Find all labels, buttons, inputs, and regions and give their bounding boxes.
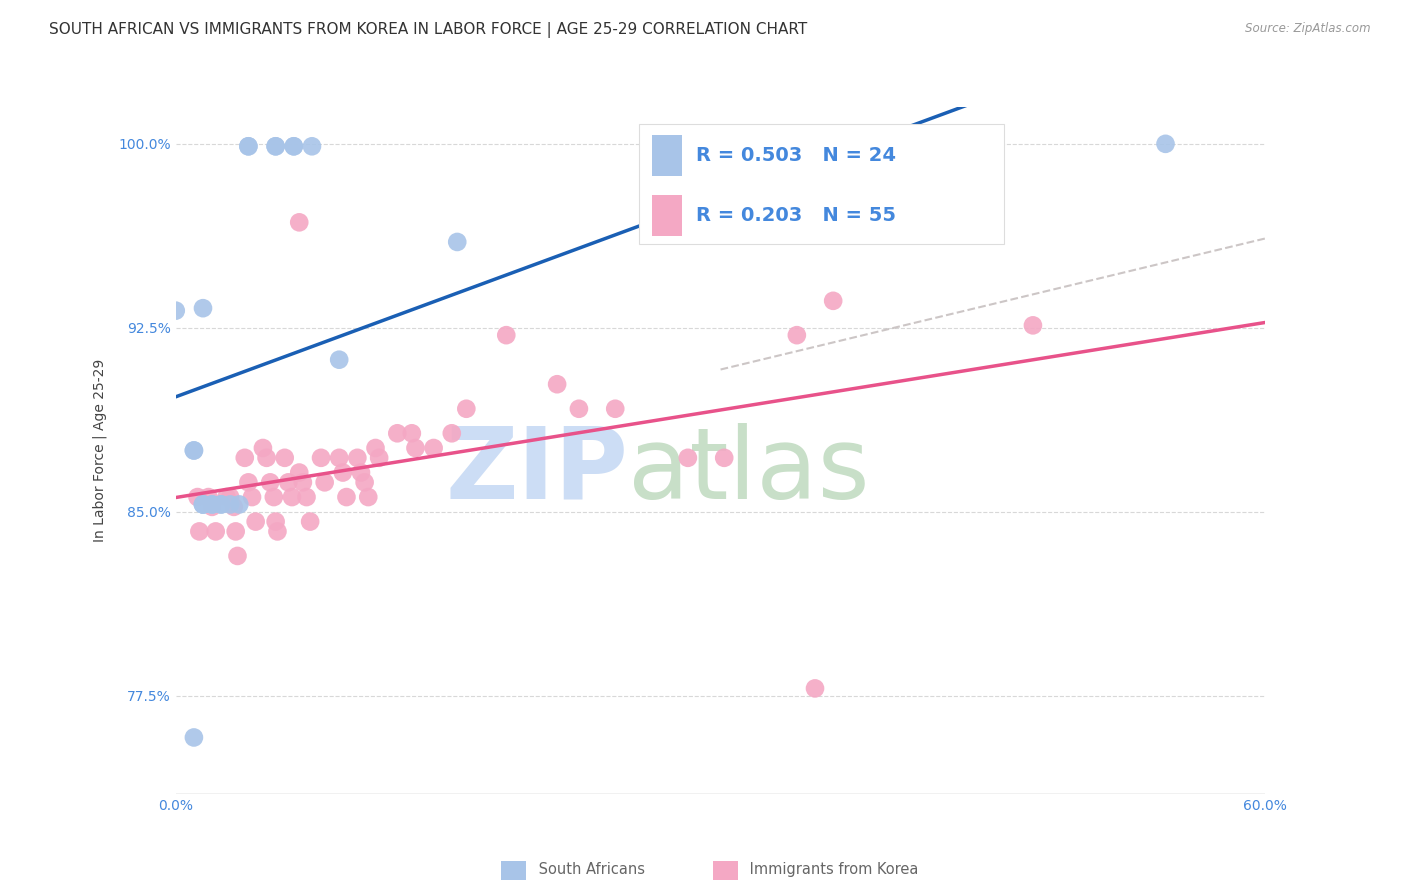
Point bbox=[188, 524, 211, 539]
Point bbox=[204, 524, 226, 539]
Point bbox=[197, 490, 219, 504]
Text: Source: ZipAtlas.com: Source: ZipAtlas.com bbox=[1246, 22, 1371, 36]
Point bbox=[676, 450, 699, 465]
Point bbox=[283, 139, 305, 153]
Point bbox=[256, 450, 278, 465]
Point bbox=[183, 443, 205, 458]
FancyBboxPatch shape bbox=[652, 195, 682, 236]
Point bbox=[233, 450, 256, 465]
Point bbox=[422, 441, 444, 455]
Point bbox=[183, 731, 205, 745]
Point bbox=[605, 401, 627, 416]
Point bbox=[186, 490, 209, 504]
Point bbox=[346, 450, 368, 465]
Point bbox=[288, 215, 311, 229]
Point bbox=[387, 426, 409, 441]
Point bbox=[328, 352, 350, 367]
Point bbox=[240, 490, 263, 504]
Point bbox=[456, 401, 478, 416]
Point bbox=[274, 450, 297, 465]
Point bbox=[295, 490, 318, 504]
Point bbox=[405, 441, 427, 455]
Point bbox=[281, 490, 304, 504]
Point bbox=[328, 450, 350, 465]
Text: ZIP: ZIP bbox=[446, 423, 628, 519]
Point bbox=[364, 441, 387, 455]
Point bbox=[301, 139, 323, 153]
Point bbox=[283, 139, 305, 153]
Y-axis label: In Labor Force | Age 25-29: In Labor Force | Age 25-29 bbox=[93, 359, 107, 542]
Point bbox=[309, 450, 332, 465]
Point bbox=[713, 450, 735, 465]
Text: Immigrants from Korea: Immigrants from Korea bbox=[745, 863, 918, 877]
Point bbox=[245, 515, 267, 529]
Point bbox=[209, 498, 232, 512]
Point bbox=[191, 498, 214, 512]
Point bbox=[238, 139, 260, 153]
Point bbox=[266, 524, 288, 539]
Point bbox=[568, 401, 591, 416]
Point bbox=[201, 500, 224, 514]
Point bbox=[183, 443, 205, 458]
Point bbox=[219, 490, 242, 504]
Point bbox=[238, 139, 260, 153]
Text: R = 0.503   N = 24: R = 0.503 N = 24 bbox=[696, 145, 896, 165]
Point bbox=[165, 303, 187, 318]
Point bbox=[238, 475, 260, 490]
Point bbox=[368, 450, 391, 465]
Point bbox=[546, 377, 568, 392]
Point bbox=[1154, 136, 1177, 151]
Text: R = 0.203   N = 55: R = 0.203 N = 55 bbox=[696, 206, 896, 225]
Point bbox=[350, 466, 373, 480]
FancyBboxPatch shape bbox=[638, 124, 1004, 244]
Point bbox=[446, 235, 468, 249]
Point bbox=[353, 475, 375, 490]
Point bbox=[288, 466, 311, 480]
FancyBboxPatch shape bbox=[652, 135, 682, 176]
Point bbox=[291, 475, 314, 490]
Text: South Africans: South Africans bbox=[534, 863, 645, 877]
Point bbox=[215, 490, 238, 504]
Point bbox=[804, 681, 827, 696]
Point bbox=[201, 498, 224, 512]
Point bbox=[299, 515, 322, 529]
Point bbox=[209, 498, 232, 512]
Point bbox=[264, 515, 287, 529]
Point bbox=[440, 426, 463, 441]
Point bbox=[335, 490, 357, 504]
Point bbox=[222, 500, 245, 514]
Point bbox=[252, 441, 274, 455]
Point bbox=[264, 139, 287, 153]
Point bbox=[201, 498, 224, 512]
Point bbox=[219, 498, 242, 512]
Point bbox=[332, 466, 354, 480]
Point bbox=[191, 498, 214, 512]
Text: atlas: atlas bbox=[628, 423, 869, 519]
Point bbox=[786, 328, 808, 343]
Point bbox=[225, 524, 247, 539]
Point bbox=[228, 498, 250, 512]
Point bbox=[263, 490, 285, 504]
Point bbox=[191, 301, 214, 315]
Point bbox=[1022, 318, 1045, 333]
Point bbox=[314, 475, 336, 490]
Point bbox=[191, 498, 214, 512]
Point bbox=[264, 139, 287, 153]
Point bbox=[357, 490, 380, 504]
Point bbox=[277, 475, 299, 490]
Point bbox=[823, 293, 845, 308]
Point bbox=[259, 475, 281, 490]
Point bbox=[495, 328, 517, 343]
Text: SOUTH AFRICAN VS IMMIGRANTS FROM KOREA IN LABOR FORCE | AGE 25-29 CORRELATION CH: SOUTH AFRICAN VS IMMIGRANTS FROM KOREA I… bbox=[49, 22, 807, 38]
Point bbox=[401, 426, 423, 441]
Point bbox=[226, 549, 249, 563]
